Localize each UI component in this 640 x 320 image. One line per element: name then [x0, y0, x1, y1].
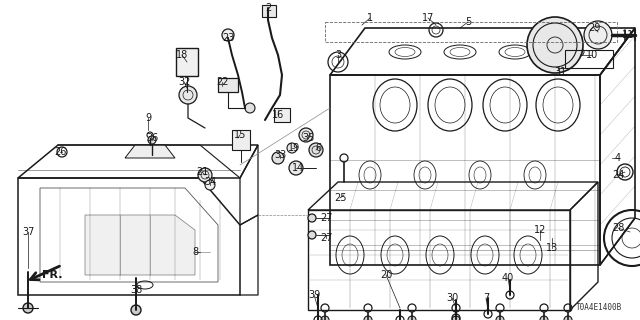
Text: 14: 14	[292, 163, 304, 173]
Circle shape	[272, 152, 284, 164]
Circle shape	[408, 316, 416, 320]
Text: 22: 22	[216, 77, 228, 87]
Text: 17: 17	[422, 13, 434, 23]
Circle shape	[527, 17, 583, 73]
Circle shape	[309, 143, 323, 157]
Text: 4: 4	[615, 153, 621, 163]
Text: 23: 23	[222, 33, 234, 43]
Circle shape	[308, 231, 316, 239]
Circle shape	[23, 303, 33, 313]
Bar	[262, 5, 276, 17]
Text: 37: 37	[22, 227, 34, 237]
Text: 15: 15	[234, 130, 246, 140]
Circle shape	[179, 86, 197, 104]
Circle shape	[299, 128, 313, 142]
Circle shape	[496, 316, 504, 320]
Text: 13: 13	[546, 243, 558, 253]
Text: 38: 38	[130, 285, 142, 295]
Text: FR.: FR.	[42, 270, 62, 280]
Text: 16: 16	[272, 110, 284, 120]
Text: 34: 34	[204, 177, 216, 187]
Circle shape	[308, 214, 316, 222]
Text: 21: 21	[196, 167, 208, 177]
Circle shape	[198, 168, 212, 182]
Polygon shape	[85, 215, 195, 275]
Text: 24: 24	[612, 170, 624, 180]
Text: 30: 30	[446, 293, 458, 303]
Text: 9: 9	[145, 113, 151, 123]
Text: 35: 35	[302, 133, 314, 143]
Circle shape	[131, 305, 141, 315]
Text: 32: 32	[178, 77, 190, 87]
Text: 20: 20	[380, 270, 392, 280]
Text: 26: 26	[54, 147, 66, 157]
Bar	[232, 130, 250, 150]
Circle shape	[245, 103, 255, 113]
Circle shape	[148, 136, 156, 144]
Circle shape	[364, 316, 372, 320]
Text: 36: 36	[146, 133, 158, 143]
Circle shape	[287, 143, 297, 153]
Bar	[176, 48, 198, 76]
Circle shape	[321, 316, 329, 320]
Text: 27: 27	[320, 233, 332, 243]
Text: 10: 10	[586, 50, 598, 60]
Text: 8: 8	[192, 247, 198, 257]
Text: T0A4E1400B: T0A4E1400B	[576, 303, 622, 312]
Text: 5: 5	[465, 17, 471, 27]
Text: 6: 6	[315, 143, 321, 153]
Bar	[218, 78, 238, 92]
Text: 7: 7	[483, 293, 489, 303]
Bar	[274, 108, 290, 122]
Text: 19: 19	[288, 143, 300, 153]
Circle shape	[584, 21, 612, 49]
Text: 2: 2	[265, 3, 271, 13]
Text: 3: 3	[335, 50, 341, 60]
Text: 1: 1	[367, 13, 373, 23]
Text: 18: 18	[176, 50, 188, 60]
Text: 12: 12	[534, 225, 546, 235]
Bar	[565, 50, 613, 68]
Polygon shape	[125, 145, 175, 158]
Circle shape	[540, 316, 548, 320]
Circle shape	[222, 29, 234, 41]
Circle shape	[205, 180, 215, 190]
Text: 28: 28	[612, 223, 624, 233]
Bar	[325, 22, 617, 42]
Text: 40: 40	[502, 273, 514, 283]
Text: 29: 29	[588, 23, 600, 33]
Circle shape	[452, 316, 460, 320]
Text: 31: 31	[554, 67, 566, 77]
Text: 27: 27	[320, 213, 332, 223]
Text: 25: 25	[333, 193, 346, 203]
Circle shape	[564, 316, 572, 320]
Text: 33: 33	[274, 150, 286, 160]
Circle shape	[289, 161, 303, 175]
Text: 39: 39	[308, 290, 320, 300]
Text: 11: 11	[622, 30, 634, 40]
